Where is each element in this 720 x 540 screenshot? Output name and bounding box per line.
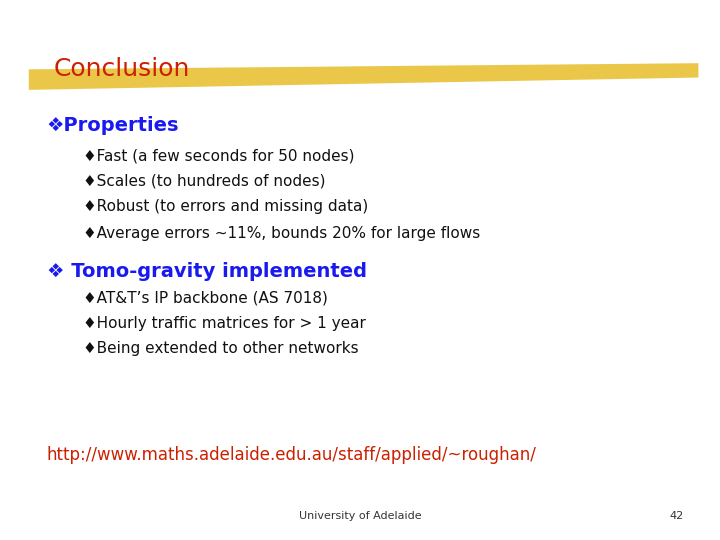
Text: ♦Average errors ~11%, bounds 20% for large flows: ♦Average errors ~11%, bounds 20% for lar…: [83, 226, 480, 241]
Text: ♦Fast (a few seconds for 50 nodes): ♦Fast (a few seconds for 50 nodes): [83, 148, 354, 164]
Text: ♦AT&T’s IP backbone (AS 7018): ♦AT&T’s IP backbone (AS 7018): [83, 291, 328, 306]
Text: ❖ Tomo-gravity implemented: ❖ Tomo-gravity implemented: [47, 262, 366, 281]
Text: University of Adelaide: University of Adelaide: [299, 511, 421, 521]
Text: ❖Properties: ❖Properties: [47, 116, 179, 135]
Text: 42: 42: [670, 511, 684, 521]
Text: ♦Hourly traffic matrices for > 1 year: ♦Hourly traffic matrices for > 1 year: [83, 316, 366, 331]
Polygon shape: [29, 63, 698, 90]
Text: Conclusion: Conclusion: [54, 57, 190, 80]
Text: ♦Being extended to other networks: ♦Being extended to other networks: [83, 341, 359, 356]
Text: ♦Scales (to hundreds of nodes): ♦Scales (to hundreds of nodes): [83, 174, 325, 189]
Text: ♦Robust (to errors and missing data): ♦Robust (to errors and missing data): [83, 199, 368, 214]
Text: http://www.maths.adelaide.edu.au/staff/applied/~roughan/: http://www.maths.adelaide.edu.au/staff/a…: [47, 446, 536, 463]
